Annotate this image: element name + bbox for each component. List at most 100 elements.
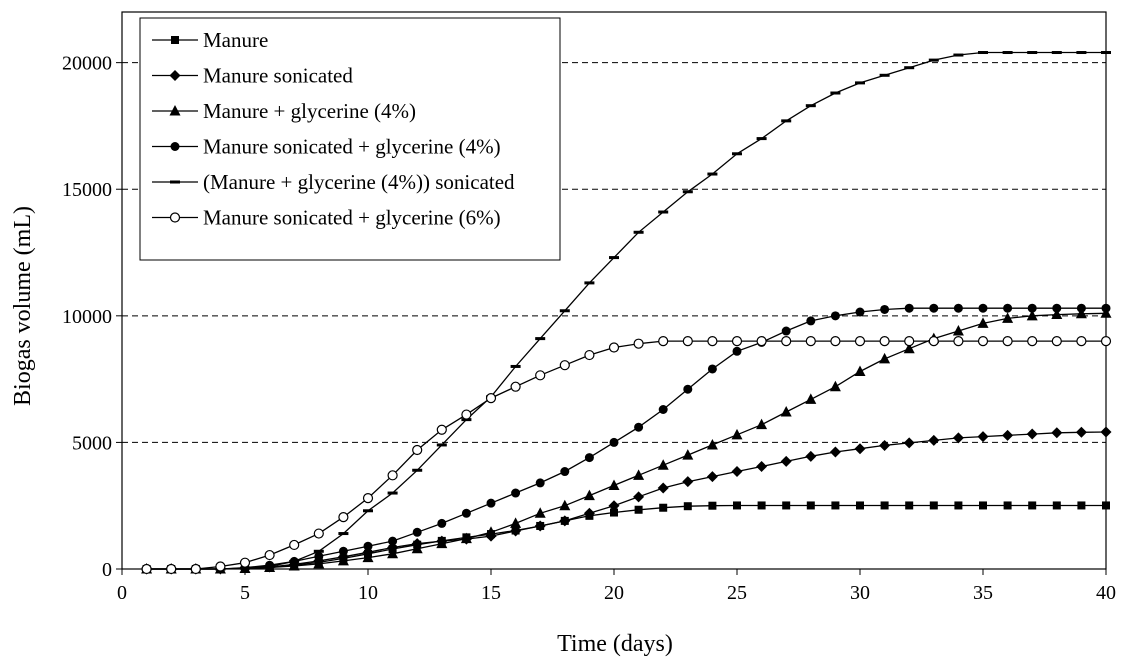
legend-item-2: Manure sonicated [152,64,353,88]
series-5-point [1027,51,1038,55]
series-3-point [706,438,718,450]
series-4-point [830,311,840,321]
series-2-point [657,482,669,494]
series-2-line [146,431,1107,570]
x-tick-label-35: 35 [973,582,993,604]
series-2-point [829,446,841,458]
y-tick-label-20000: 20000 [62,53,112,75]
series-1-point [659,503,668,512]
series-1-point [1028,501,1037,510]
legend-marker-1 [171,36,179,44]
legend-item-1: Manure [152,28,268,52]
series-6-point [461,409,472,420]
series-2-point [879,439,891,451]
series-5-point [264,564,275,568]
series-6-line [146,340,1106,570]
series-4-point [683,384,693,394]
series-1-point [880,501,889,510]
series-1-point [1077,501,1086,510]
series-2-point [952,432,964,444]
series-6-point [1051,336,1062,347]
series-3-point [583,489,595,501]
series-6-point [977,336,989,347]
series-5-point [633,230,644,234]
series-4-point [388,536,398,546]
legend-marker-5 [170,180,180,184]
series-2-point [1051,427,1063,439]
series-1-line [146,504,1106,570]
y-axis-title: Biogas volume (mL) [10,206,36,406]
series-1-point [806,501,815,510]
x-tick-label-20: 20 [604,582,624,604]
series-6-point [904,336,915,347]
series-3-point [829,380,841,392]
series-3-point [534,507,546,518]
series-1-point [1003,501,1012,510]
series-5-point [781,119,792,123]
series-6-point [584,349,595,361]
axes [116,11,1107,575]
y-tick-label-15000: 15000 [62,179,112,201]
series-5-point [1101,51,1111,55]
series-6-point [658,336,669,347]
legend-label-4: Manure sonicated + glycerine (4%) [203,135,501,159]
series-3 [141,307,1112,574]
series-6-point [559,360,570,371]
legend-label-5: (Manure + glycerine (4%)) sonicated [203,170,515,194]
series-6-point [264,549,275,561]
series-5-point [559,309,570,313]
series-3-point [657,459,669,470]
series-3-point [510,517,522,528]
x-tick-label-0: 0 [117,582,127,604]
series-5-point [338,532,349,536]
series-4-point [855,307,865,317]
series-2-point [977,431,989,443]
series-2-point [903,437,915,449]
legend-marker-4 [170,142,180,151]
legend-label-2: Manure sonicated [203,64,353,88]
series-5-point [707,172,718,176]
series-6-point [682,336,693,347]
legend: Manure Manure sonicated Manure + glycerine… [139,17,561,261]
series-5-point [363,509,373,513]
x-tick-label-25: 25 [727,582,747,604]
series-3-point [952,325,964,336]
series-2-point [1075,426,1087,438]
series-3-point [682,449,694,460]
series-4-point [880,304,890,314]
series-5-point [1051,51,1062,55]
series-5-point [387,491,398,495]
series-2-point [780,455,792,467]
series-3-point [854,365,866,377]
series-1-point [954,501,963,510]
series-5-point [313,549,324,553]
series-6-point [510,381,521,392]
series-4-point [904,303,914,313]
series-6-point [485,393,497,404]
series-3-point [1002,312,1014,323]
series-1-point [683,502,692,511]
series-5-point [805,104,816,108]
series-3-point [977,317,989,328]
y-tick-label-0: 0 [102,559,112,581]
series-4-point [806,316,816,326]
series-3-point [731,428,743,440]
series-5-point [904,66,915,70]
series-1-point [610,508,618,517]
series-1-point [979,501,987,510]
legend-item-4: Manure sonicated + glycerine (4%) [152,135,501,159]
series-6-point [362,493,374,504]
series-6-point [854,336,866,347]
series-5-point [855,81,865,85]
series-5-line [146,51,1106,570]
series-6-point [338,511,349,523]
series-3-point [879,352,891,364]
x-tick-label-5: 5 [240,582,250,604]
series-6-point [781,336,792,347]
series-2-point [854,443,866,455]
series-1-point [733,501,741,510]
series-4-point [1076,303,1086,313]
series-1-point [929,501,938,510]
series-2-point [928,434,940,446]
series-5-point [1002,51,1013,55]
